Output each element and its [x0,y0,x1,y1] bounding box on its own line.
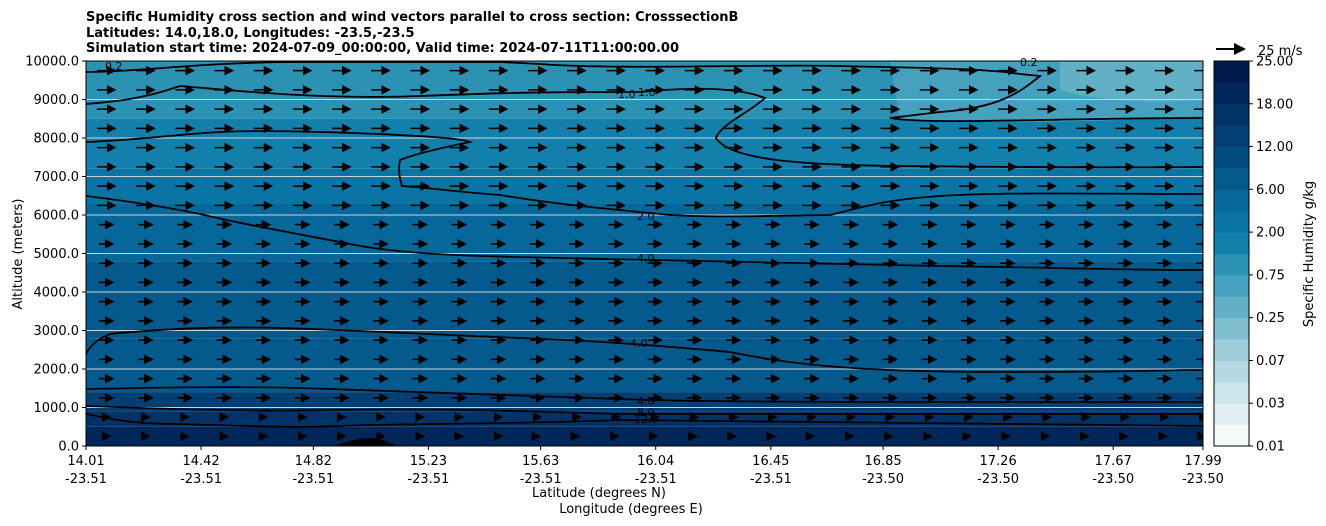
x-tick-label-lat: 14.42 [182,454,219,469]
colorbar-segment [1214,210,1249,233]
humidity-band [86,338,1203,393]
x-tick-label-lat: 17.26 [980,454,1017,469]
x-tick-label-lon: -23.50 [862,472,904,487]
colorbar-segment [1214,82,1249,105]
y-axis-label: Altitude (meters) [11,199,26,310]
contour-line-8-0 [86,405,1203,415]
contour-label: 4.0 [630,337,648,350]
colorbar-tick-label: 0.25 [1256,311,1285,326]
x-tick-label-lon: -23.51 [292,472,334,487]
humidity-band [86,118,1203,169]
colorbar-frame [1213,60,1250,447]
colorbar: 0.01 0.03 0.07 0.25 0.75 2.00 6.00 12.00 18.00 25… [1213,55,1293,455]
colorbar-tick-label: 0.03 [1256,397,1285,412]
contour-label: 2.0 [637,210,655,223]
x-tick-label-lon: -23.51 [750,472,792,487]
x-tick-label-lat: 16.04 [637,454,674,469]
x-tick-label-lon: -23.51 [65,472,107,487]
y-tick-label: 5000.0 [34,247,80,262]
colorbar-segment [1214,339,1249,361]
y-tick-label: 9000.0 [34,93,80,108]
colorbar-segment [1214,232,1249,254]
wind-vectors [97,65,1203,442]
colorbar-label: Specific Humidity g/kg [1302,181,1317,327]
gridlines [86,99,1203,408]
y-tick-label: 0.0 [58,440,79,455]
colorbar-segment [1214,167,1249,190]
x-tick-label-lon: -23.51 [520,472,562,487]
colorbar-segment [1214,403,1249,426]
colorbar-tick-label: 0.01 [1256,440,1285,455]
colorbar-tick-label: 0.07 [1256,354,1285,369]
colorbar-segment [1214,146,1249,169]
colorbar-tick-label: 6.00 [1256,183,1285,198]
chart-title-line-3: Simulation start time: 2024-07-09_00:00:… [86,41,679,56]
x-tick-label-lat: 16.45 [752,454,789,469]
x-axis: 14.01 -23.51 14.42 -23.51 14.82 -23.51 15.23 -2… [65,446,1224,487]
x-tick-label-lon: -23.50 [977,472,1019,487]
humidity-patch [86,61,300,90]
x-tick-label-lat: 17.99 [1184,454,1221,469]
y-tick-label: 7000.0 [34,170,80,185]
colorbar-segment [1214,424,1249,447]
x-tick-label-lon: -23.51 [407,472,449,487]
x-tick-label-lat: 14.82 [295,454,332,469]
x-tick-label-lat: 15.23 [410,454,447,469]
humidity-band [86,392,1203,412]
y-tick-label: 10000.0 [25,55,79,70]
y-tick-label: 6000.0 [34,209,80,224]
x-tick-label-lon: -23.51 [635,472,677,487]
chart-title-line-2: Latitudes: 14.0,18.0, Longitudes: -23.5,… [86,26,415,41]
colorbar-segment [1214,189,1249,212]
contour-line-1-0 [86,85,1203,169]
contour-label: 12.0 [634,413,659,426]
colorbar-tick-label: 2.00 [1256,226,1285,241]
chart-title-line-1: Specific Humidity cross section and wind… [86,10,738,25]
x-tick-label-lat: 15.63 [522,454,559,469]
y-tick-label: 3000.0 [34,324,80,339]
x-axis-label-longitude: Longitude (degrees E) [559,502,703,517]
x-axis-label-latitude: Latitude (degrees N) [532,486,666,501]
x-tick-label-lon: -23.50 [1182,472,1224,487]
humidity-band [86,168,1203,204]
contour-line-1-0-left [86,130,1203,218]
contour-line-12-0 [86,413,1203,428]
contour-label: 0.2 [1020,56,1038,69]
x-tick-label-lon: -23.50 [1092,472,1134,487]
contour-label: 8.0 [637,406,655,419]
contour-line-top [86,61,1203,123]
humidity-band [86,261,1203,339]
y-tick-label: 4000.0 [34,286,80,301]
y-tick-label: 2000.0 [34,363,80,378]
contour-line-2-0 [86,195,1203,271]
colorbar-tick-label: 0.75 [1256,268,1285,283]
humidity-band [86,426,1203,446]
colorbar-segment [1214,381,1249,404]
colorbar-tick-label: 18.00 [1256,97,1293,112]
contour-label: 1.0 [638,86,656,99]
contour-labels: 0.2 0.2 1.0 1.0 2.0 4.0 4.0 4.0 8.0 12.0 [105,56,1038,426]
colorbar-segment [1214,253,1249,276]
y-tick-label: 1000.0 [34,401,80,416]
colorbar-segment [1214,296,1249,319]
colorbar-segment [1214,360,1249,383]
x-tick-label-lat: 16.85 [864,454,901,469]
colorbar-tick-label: 12.00 [1256,140,1293,155]
colorbar-segment [1214,61,1249,83]
colorbar-segment [1214,317,1249,340]
x-tick-label-lat: 17.67 [1095,454,1132,469]
wind-key-label: 25 m/s [1258,44,1303,59]
colorbar-segment [1214,103,1249,126]
y-tick-label: 8000.0 [34,132,80,147]
colorbar-segment [1214,125,1249,148]
y-axis: 0.0 1000.0 2000.0 3000.0 4000.0 5000.0 6000.0 7… [25,55,86,455]
colorbar-tick-label: 25.00 [1256,55,1293,70]
contour-label: 4.0 [637,252,655,265]
x-tick-label-lon: -23.51 [180,472,222,487]
colorbar-segment [1214,274,1249,297]
x-tick-label-lat: 14.01 [67,454,104,469]
